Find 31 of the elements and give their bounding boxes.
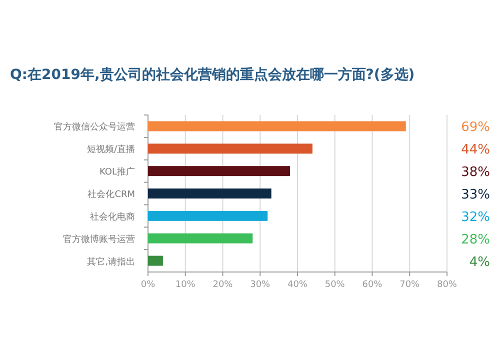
x-tick-label: 0% xyxy=(140,280,156,290)
bar xyxy=(148,188,272,198)
y-tick-label: 社会化电商 xyxy=(90,211,135,222)
y-tick-label: 其它,请指出 xyxy=(87,256,135,268)
y-tick-label: 官方微博账号运营 xyxy=(63,234,135,245)
bar xyxy=(148,233,253,244)
data-label: 44% xyxy=(461,142,490,158)
data-label: 32% xyxy=(461,210,490,225)
x-tick-label: 70% xyxy=(400,280,420,290)
y-tick-label: 社会化CRM xyxy=(88,189,135,200)
y-tick-label: KOL推广 xyxy=(99,166,135,178)
x-tick-label: 30% xyxy=(250,280,271,290)
y-tick-label: 官方微信公众号运营 xyxy=(54,122,135,133)
bar xyxy=(148,121,406,132)
x-tick-label: 10% xyxy=(175,280,196,290)
bar xyxy=(148,210,268,221)
x-tick-label: 50% xyxy=(324,280,346,290)
data-label: 33% xyxy=(461,188,490,202)
bar xyxy=(148,144,312,154)
chart-title: Q:在2019年,贵公司的社会化营销的重点会放在哪一方面?(多选) xyxy=(10,66,415,83)
data-label: 4% xyxy=(469,254,490,270)
data-label: 28% xyxy=(461,232,490,248)
x-tick-label: 60% xyxy=(362,280,383,290)
x-tick-label: 20% xyxy=(212,280,234,290)
data-label: 69% xyxy=(461,120,490,136)
x-tick-label: 40% xyxy=(287,280,308,290)
x-tick-label: 80% xyxy=(436,280,458,290)
y-tick-label: 短视频/直播 xyxy=(86,144,135,156)
bar xyxy=(148,166,290,176)
bar xyxy=(148,256,163,266)
data-label: 38% xyxy=(461,165,490,180)
